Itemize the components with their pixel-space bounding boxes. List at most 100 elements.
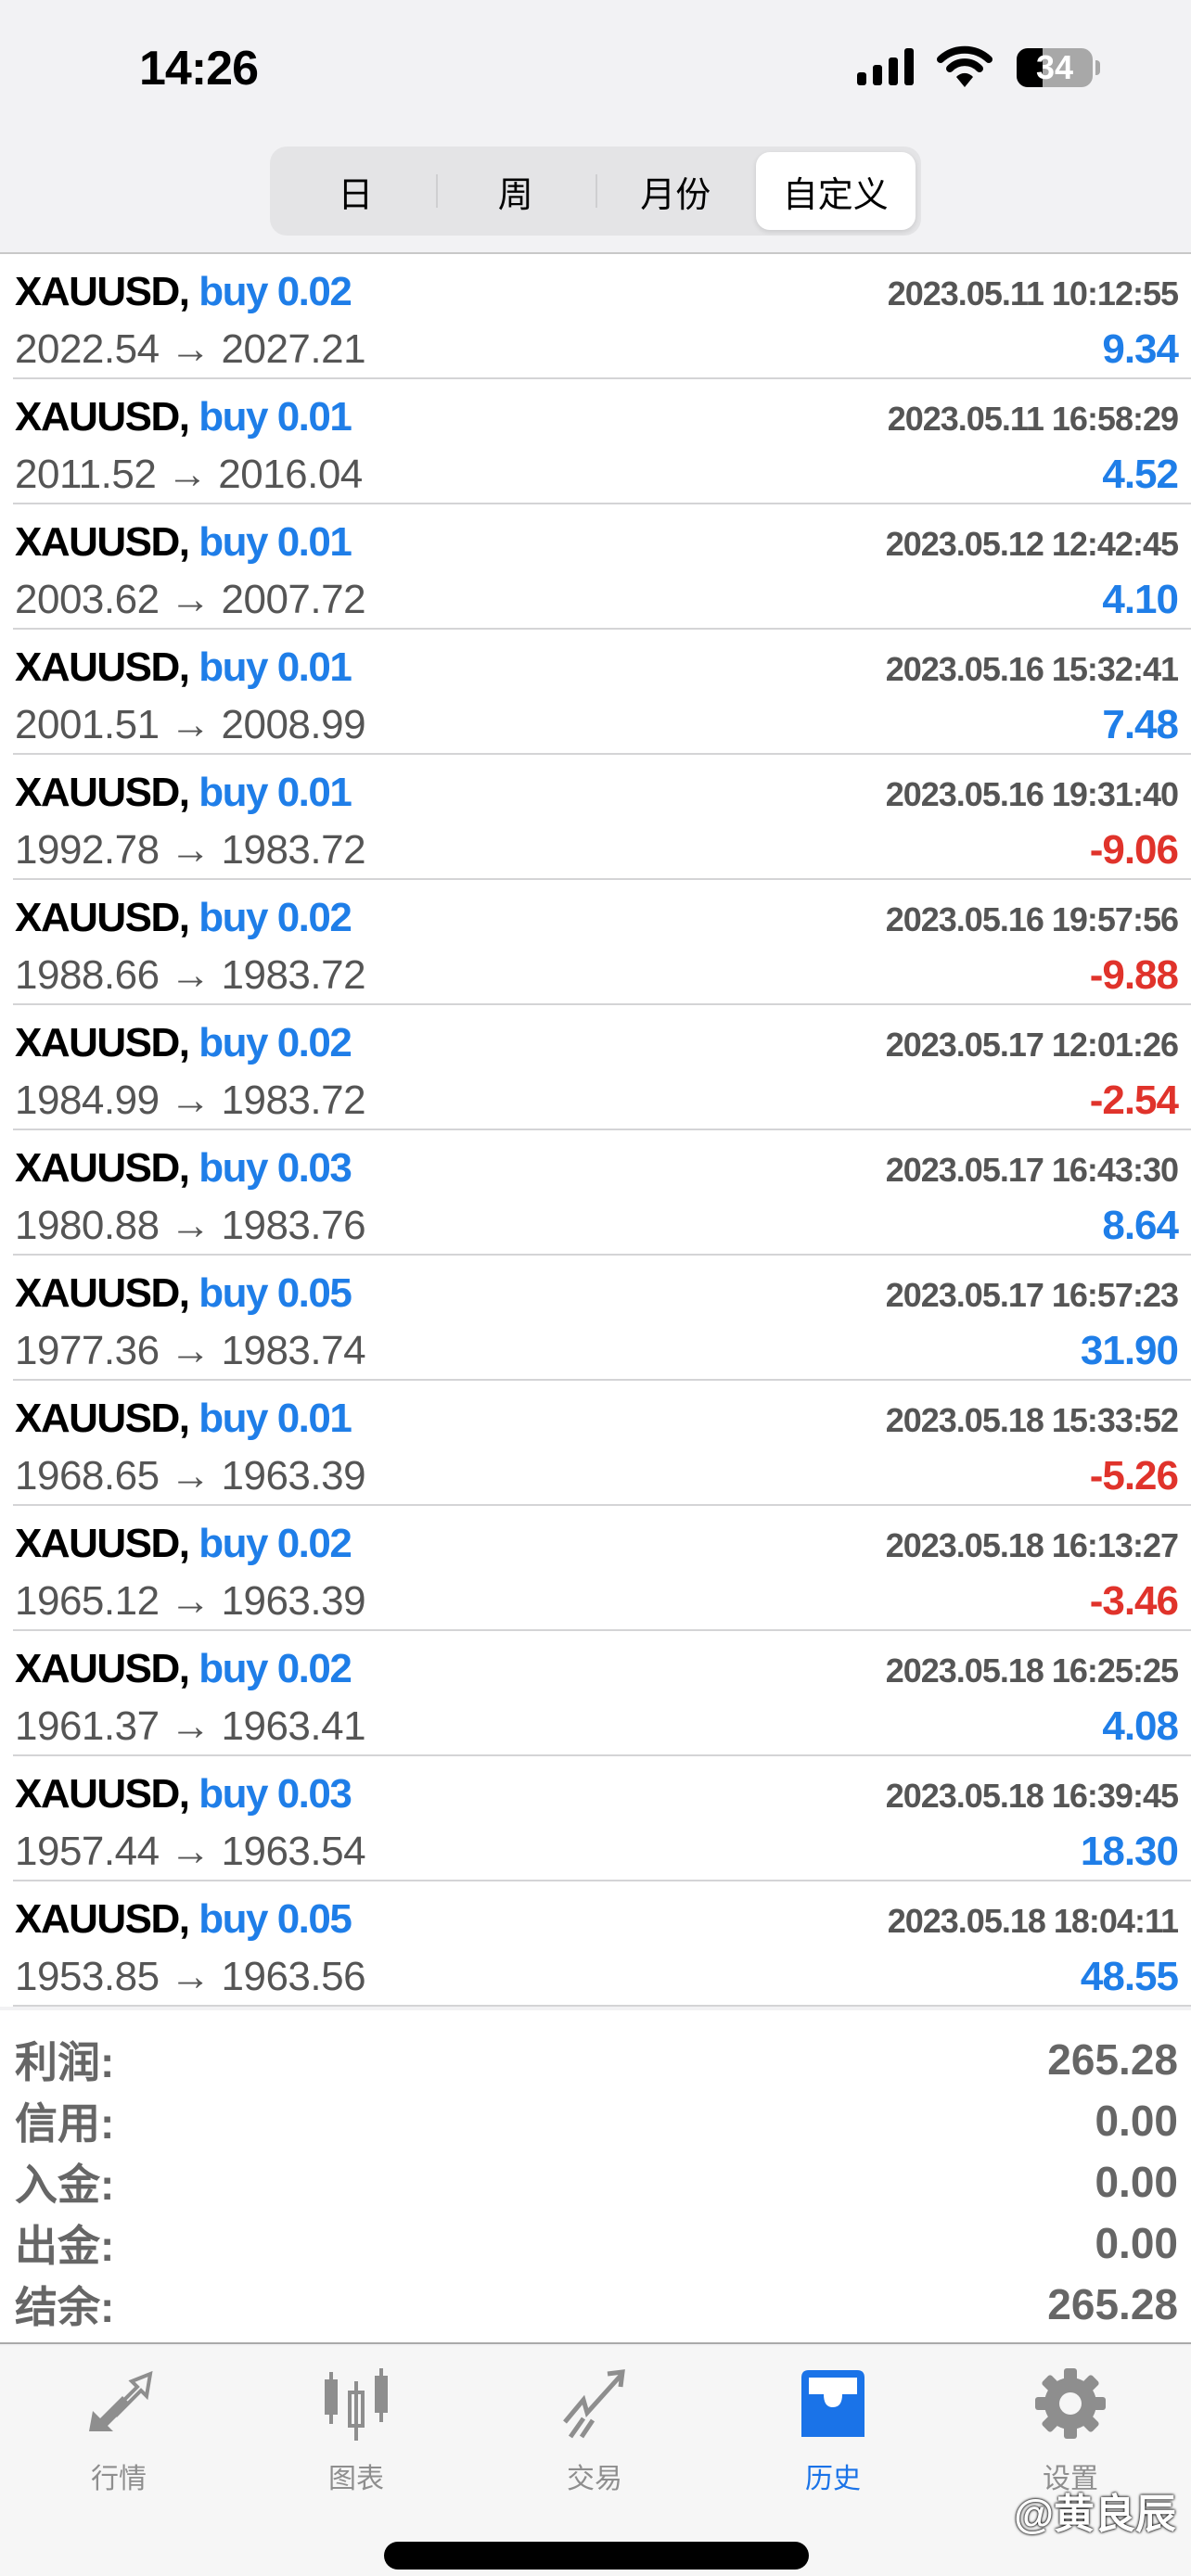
symbol: XAUUSD, xyxy=(15,644,190,690)
trade-row[interactable]: XAUUSD, buy 0.01 2023.05.12 12:42:45 200… xyxy=(13,504,1191,630)
summary-label: 信用: xyxy=(15,2099,115,2148)
trade-symbol: XAUUSD, buy 0.01 xyxy=(15,394,352,440)
trade-symbol: XAUUSD, buy 0.03 xyxy=(15,1771,352,1817)
trade-row[interactable]: XAUUSD, buy 0.02 2023.05.11 10:12:55 202… xyxy=(13,254,1191,379)
trade-symbol: XAUUSD, buy 0.01 xyxy=(15,644,352,691)
trade-action: buy 0.03 xyxy=(198,1145,352,1191)
trade-prices: 1977.36 → 1983.74 xyxy=(15,1328,366,1373)
trade-action: buy 0.02 xyxy=(198,895,352,940)
tab-label: 设置 xyxy=(1043,2464,1098,2494)
trade-symbol: XAUUSD, buy 0.01 xyxy=(15,519,352,566)
tab-charts[interactable]: 图表 xyxy=(282,2365,430,2496)
summary-panel: 利润: 265.28 信用: 0.00 入金: 0.00 出金: 0.00 结余: 265.28 xyxy=(0,2010,1191,2344)
trade-prices: 2003.62 → 2007.72 xyxy=(15,577,366,622)
trade-row[interactable]: XAUUSD, buy 0.05 2023.05.17 16:57:23 197… xyxy=(13,1256,1191,1381)
symbol: XAUUSD, xyxy=(15,1521,190,1566)
trade-row[interactable]: XAUUSD, buy 0.02 2023.05.16 19:57:56 198… xyxy=(13,880,1191,1005)
trade-prices: 1988.66 → 1983.72 xyxy=(15,952,366,998)
tab-label: 交易 xyxy=(567,2464,622,2494)
summary-label: 结余: xyxy=(15,2283,115,2331)
trade-row[interactable]: XAUUSD, buy 0.02 2023.05.18 16:25:25 196… xyxy=(13,1631,1191,1756)
trade-prices: 1961.37 → 1963.41 xyxy=(15,1703,366,1749)
segment-month[interactable]: 月份 xyxy=(596,152,756,230)
tab-quotes[interactable]: 行情 xyxy=(45,2365,193,2496)
trade-row[interactable]: XAUUSD, buy 0.01 2023.05.18 15:33:52 196… xyxy=(13,1381,1191,1506)
trade-close-time: 2023.05.17 16:57:23 xyxy=(885,1276,1179,1314)
home-indicator[interactable] xyxy=(384,2542,809,2570)
symbol: XAUUSD, xyxy=(15,519,190,565)
watermark: @黄良辰 xyxy=(1014,2492,1176,2537)
trade-action: buy 0.05 xyxy=(198,1896,352,1942)
trade-action: buy 0.01 xyxy=(198,1396,352,1441)
trade-prices: 2001.51 → 2008.99 xyxy=(15,702,366,747)
segment-week[interactable]: 周 xyxy=(435,152,596,230)
summary-value: 265.28 xyxy=(1047,2280,1178,2328)
trade-row[interactable]: XAUUSD, buy 0.03 2023.05.17 16:43:30 198… xyxy=(13,1130,1191,1256)
quotes-arrows-icon xyxy=(89,2370,153,2431)
trade-profit: -5.26 xyxy=(1089,1453,1179,1498)
tab-history[interactable]: 历史 xyxy=(759,2365,907,2496)
trade-symbol: XAUUSD, buy 0.02 xyxy=(15,895,352,941)
trade-close-time: 2023.05.16 19:57:56 xyxy=(885,900,1179,938)
symbol: XAUUSD, xyxy=(15,1020,190,1065)
trade-row[interactable]: XAUUSD, buy 0.03 2023.05.18 16:39:45 195… xyxy=(13,1756,1191,1881)
symbol: XAUUSD, xyxy=(15,770,190,815)
trade-close-time: 2023.05.18 18:04:11 xyxy=(887,1902,1179,1940)
trade-profit: 18.30 xyxy=(1080,1829,1179,1874)
gear-icon xyxy=(1035,2368,1106,2439)
trade-symbol: XAUUSD, buy 0.02 xyxy=(15,1521,352,1567)
tab-label: 历史 xyxy=(805,2464,861,2494)
trade-profit: -2.54 xyxy=(1089,1078,1179,1123)
tab-settings[interactable]: 设置 xyxy=(996,2365,1145,2496)
trade-row[interactable]: XAUUSD, buy 0.01 2023.05.16 19:31:40 199… xyxy=(13,755,1191,880)
trade-profit: 48.55 xyxy=(1080,1954,1179,1999)
summary-row: 入金: 0.00 xyxy=(0,2151,1191,2213)
battery-icon: 34 xyxy=(1017,48,1093,87)
summary-value: 265.28 xyxy=(1047,2035,1178,2084)
trade-action: buy 0.01 xyxy=(198,644,352,690)
trade-profit: 7.48 xyxy=(1102,702,1179,747)
trade-symbol: XAUUSD, buy 0.01 xyxy=(15,1396,352,1442)
symbol: XAUUSD, xyxy=(15,394,190,440)
summary-label: 利润: xyxy=(15,2038,115,2086)
trade-close-time: 2023.05.17 12:01:26 xyxy=(885,1026,1179,1064)
tab-trade[interactable]: 交易 xyxy=(520,2365,669,2496)
trade-close-time: 2023.05.18 16:25:25 xyxy=(885,1651,1179,1690)
candlestick-chart-icon xyxy=(325,2368,388,2441)
trade-row[interactable]: XAUUSD, buy 0.01 2023.05.11 16:58:29 201… xyxy=(13,379,1191,504)
tab-label: 图表 xyxy=(328,2464,384,2494)
trade-action: buy 0.02 xyxy=(198,1646,352,1691)
trade-action: buy 0.01 xyxy=(198,394,352,440)
summary-value: 0.00 xyxy=(1095,2158,1178,2206)
period-segmented-control[interactable]: 日 周 月份 自定义 xyxy=(270,147,921,236)
trade-row[interactable]: XAUUSD, buy 0.05 2023.05.18 18:04:11 195… xyxy=(13,1881,1191,2007)
trade-close-time: 2023.05.17 16:43:30 xyxy=(885,1151,1179,1189)
battery-nub xyxy=(1095,60,1100,75)
trade-profit: -9.88 xyxy=(1089,952,1179,998)
trade-symbol: XAUUSD, buy 0.01 xyxy=(15,770,352,816)
clock: 14:26 xyxy=(139,42,259,96)
segment-day[interactable]: 日 xyxy=(338,175,374,215)
trade-profit: -3.46 xyxy=(1089,1578,1179,1624)
trade-row[interactable]: XAUUSD, buy 0.02 2023.05.18 16:13:27 196… xyxy=(13,1506,1191,1631)
trade-symbol: XAUUSD, buy 0.05 xyxy=(15,1896,352,1943)
trade-profit: 31.90 xyxy=(1080,1328,1179,1373)
trade-prices: 1957.44 → 1963.54 xyxy=(15,1829,366,1874)
trade-symbol: XAUUSD, buy 0.02 xyxy=(15,1646,352,1692)
segment-custom[interactable]: 自定义 xyxy=(755,152,916,230)
trade-close-time: 2023.05.18 15:33:52 xyxy=(885,1401,1179,1439)
trade-row[interactable]: XAUUSD, buy 0.02 2023.05.17 12:01:26 198… xyxy=(13,1005,1191,1130)
symbol: XAUUSD, xyxy=(15,1771,190,1817)
trade-action: buy 0.05 xyxy=(198,1270,352,1316)
history-tray-icon xyxy=(801,2370,864,2437)
trade-profit: 4.10 xyxy=(1102,577,1179,622)
trade-close-time: 2023.05.16 15:32:41 xyxy=(885,650,1179,688)
wifi-icon xyxy=(937,45,992,87)
trade-action: buy 0.01 xyxy=(198,770,352,815)
trade-action: buy 0.02 xyxy=(198,269,352,314)
cellular-signal-icon xyxy=(857,48,914,85)
trade-row[interactable]: XAUUSD, buy 0.01 2023.05.16 15:32:41 200… xyxy=(13,630,1191,755)
trade-trend-icon xyxy=(563,2369,625,2439)
tab-label: 行情 xyxy=(91,2464,147,2494)
summary-row: 结余: 265.28 xyxy=(0,2274,1191,2335)
